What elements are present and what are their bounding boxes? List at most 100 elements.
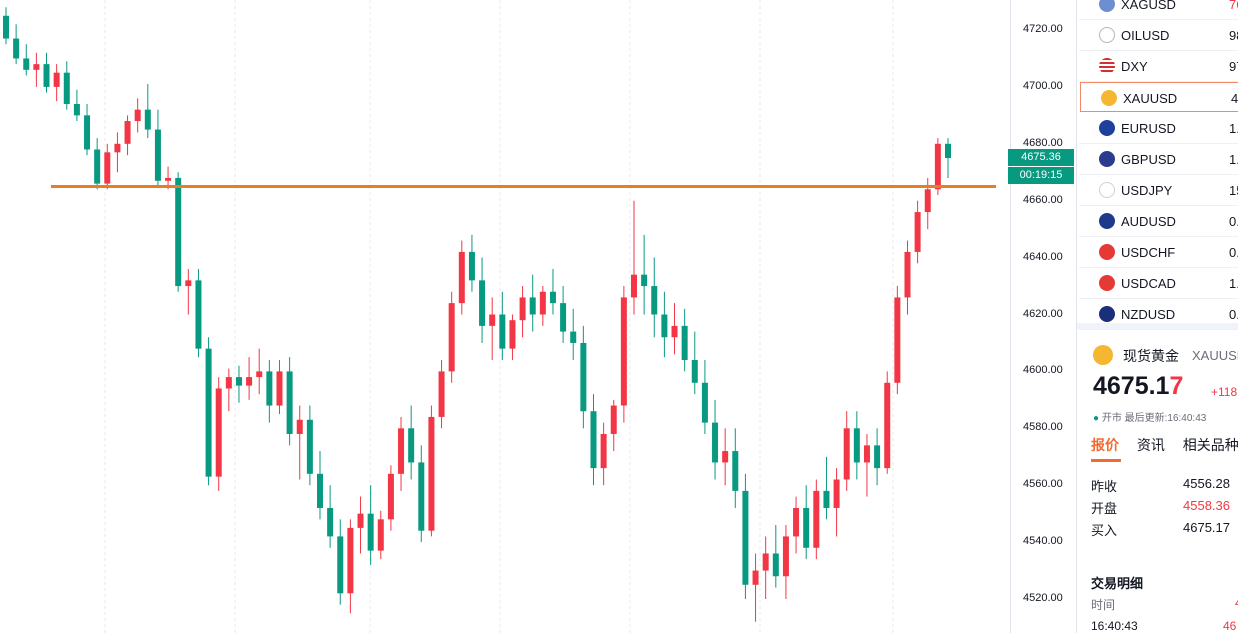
watchlist-symbol: XAGUSD	[1121, 0, 1176, 12]
candle-body	[468, 251, 475, 281]
trade-time-header: 时间	[1091, 598, 1116, 612]
candle-body	[296, 419, 303, 434]
candle-body	[782, 536, 789, 577]
candle-body	[165, 177, 172, 181]
price-tick-label: 4520.00	[1023, 592, 1063, 604]
candle-body	[904, 251, 911, 298]
bid-label: 买入	[1091, 523, 1118, 538]
watchlist-row[interactable]: USDJPY 156	[1079, 175, 1238, 206]
candle-body	[590, 411, 597, 469]
right-panel: XAGUSD76OILUSD98DXY97XAUUSD467EURUSD1.1G…	[1076, 0, 1238, 633]
candle-body	[580, 342, 587, 412]
watchlist-row[interactable]: NZDUSD 0.5	[1079, 299, 1238, 330]
watchlist-value: 156	[1229, 183, 1238, 198]
watchlist-value: 1.3	[1229, 276, 1238, 291]
candle-body	[641, 274, 648, 287]
candle-body	[276, 371, 283, 406]
candle-body	[73, 103, 80, 116]
market-status: ● 开市 最后更新:16:40:43	[1093, 409, 1206, 424]
candle-body	[53, 72, 60, 87]
candle-body	[479, 280, 486, 326]
watchlist-value: 0.7	[1229, 214, 1238, 229]
price-tick-label: 4700.00	[1023, 79, 1063, 92]
candle-body	[874, 445, 881, 469]
watchlist-row[interactable]: USDCAD 1.3	[1079, 268, 1238, 299]
price-tick-label: 4620.00	[1023, 307, 1063, 320]
flag-icon	[1099, 275, 1115, 291]
candle-body	[853, 428, 860, 463]
candle-body	[529, 297, 536, 315]
candle-body	[408, 428, 415, 463]
candle-body	[428, 416, 435, 531]
symbol-name: 现货黄金	[1123, 348, 1179, 364]
watchlist-value: 1.3	[1229, 152, 1238, 167]
flag-icon	[1099, 0, 1115, 12]
candle-body	[631, 274, 637, 298]
trade-price: 46	[1223, 619, 1237, 633]
watchlist-symbol: USDJPY	[1121, 183, 1173, 198]
watchlist-row[interactable]: USDCHF 0.7	[1079, 237, 1238, 268]
candle-body	[489, 314, 496, 326]
candle-body	[600, 433, 607, 469]
open-label: 开盘	[1091, 501, 1118, 516]
watchlist-symbol: USDCAD	[1121, 276, 1176, 291]
flag-icon	[1099, 306, 1115, 322]
candle-body	[185, 280, 192, 287]
watchlist-row[interactable]: OILUSD 98	[1079, 20, 1238, 51]
candle-body	[438, 371, 445, 417]
candle-body	[519, 297, 526, 321]
price-tick-label: 4660.00	[1023, 193, 1063, 206]
watchlist-row[interactable]: XAUUSD 467	[1080, 82, 1238, 112]
watchlist-row[interactable]: EURUSD 1.1	[1079, 113, 1238, 144]
tab-quote[interactable]: 报价	[1091, 437, 1119, 453]
candle-body	[377, 519, 384, 551]
candlestick-chart[interactable]	[0, 0, 1010, 633]
price-axis[interactable]: 4520.00 4540.00 4560.00 4580.00 4600.00 4620.…	[1010, 0, 1077, 633]
candle-body	[742, 490, 749, 585]
watchlist-symbol: USDCHF	[1121, 245, 1176, 260]
countdown-tag: 00:19:15	[1008, 167, 1074, 184]
gold-symbol-icon	[1093, 345, 1113, 365]
candle-body	[813, 490, 820, 548]
candle-body	[671, 325, 678, 338]
detail-tabs: 报价 资讯 相关品种	[1091, 435, 1238, 455]
candle-body	[286, 371, 293, 434]
candle-body	[175, 177, 182, 287]
candle-body	[246, 377, 253, 386]
watchlist-value: 0.5	[1229, 307, 1238, 322]
candle-body	[347, 527, 354, 594]
candle-body	[560, 303, 567, 332]
candle-body	[701, 382, 708, 423]
candle-body	[651, 286, 658, 315]
price-tick-label: 4580.00	[1023, 421, 1063, 434]
watchlist-row[interactable]: DXY 97	[1079, 51, 1238, 82]
candle-body	[43, 64, 50, 87]
watchlist-row[interactable]: GBPUSD 1.3	[1079, 144, 1238, 175]
flag-icon	[1099, 151, 1115, 167]
candle-body	[793, 507, 800, 537]
open-value: 4558.36	[1183, 498, 1230, 513]
watchlist-symbol: DXY	[1121, 59, 1148, 74]
candle-body	[712, 422, 719, 463]
candle-body	[722, 451, 729, 463]
candle-body	[610, 405, 617, 434]
prev-close-value: 4556.28	[1183, 476, 1230, 491]
tab-related[interactable]: 相关品种	[1182, 437, 1238, 453]
candle-body	[104, 152, 111, 184]
candle-body	[357, 513, 364, 528]
watchlist-row[interactable]: AUDUSD 0.7	[1079, 206, 1238, 237]
price-tick-label: 4540.00	[1023, 535, 1063, 548]
active-tab-underline	[1091, 459, 1121, 462]
candle-body	[752, 570, 759, 585]
candle-body	[114, 143, 121, 153]
candle-body	[823, 490, 830, 508]
watchlist-row[interactable]: XAGUSD 76	[1079, 0, 1238, 20]
candle-body	[367, 513, 374, 551]
tab-news[interactable]: 资讯	[1136, 437, 1165, 453]
candle-body	[84, 115, 91, 150]
candle-body	[134, 109, 141, 122]
price-tick-label: 4560.00	[1023, 478, 1063, 491]
watchlist-symbol: GBPUSD	[1121, 152, 1176, 167]
candle-body	[539, 291, 546, 315]
candle-body	[317, 473, 323, 508]
